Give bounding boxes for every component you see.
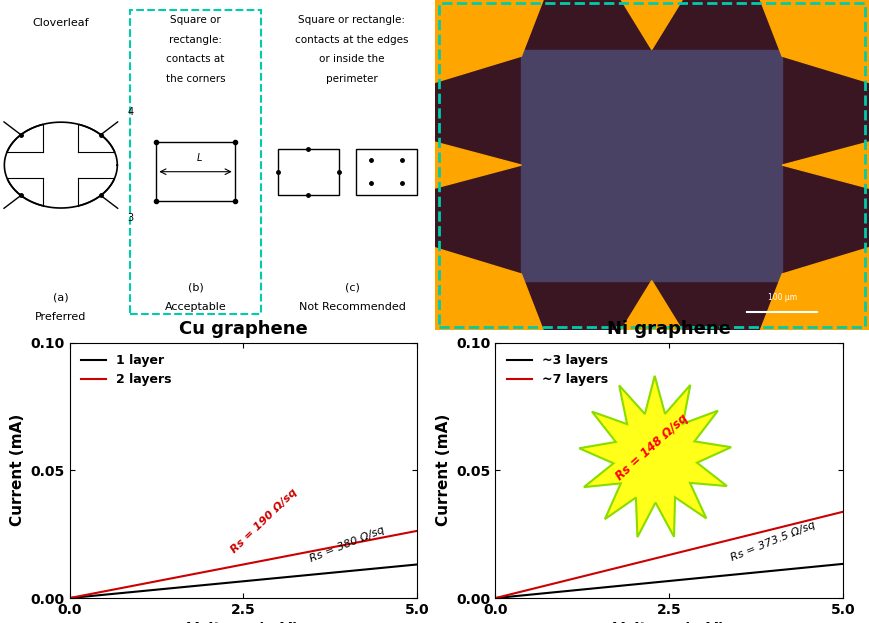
~3 layers (838, 560, 848, 568)
2 layers (85, 590, 96, 597)
Polygon shape (760, 0, 869, 83)
Text: perimeter: perimeter (326, 74, 378, 84)
~7 layers (583, 571, 594, 579)
1 layer (157, 586, 168, 593)
Text: Square or: Square or (170, 15, 221, 25)
1 layer (412, 561, 422, 568)
Text: (c): (c) (344, 282, 360, 292)
Text: (b): (b) (188, 282, 203, 292)
Text: 100 μm: 100 μm (767, 293, 797, 302)
~3 layers (504, 593, 514, 601)
Polygon shape (434, 0, 543, 83)
~3 layers (554, 588, 565, 596)
Text: Square or rectangle:: Square or rectangle: (298, 15, 406, 25)
Line: ~3 layers: ~3 layers (495, 564, 843, 598)
2 layers (129, 582, 139, 589)
~7 layers (820, 512, 831, 520)
Text: or inside the: or inside the (319, 54, 385, 64)
1 layer (85, 592, 96, 600)
~7 layers (838, 508, 848, 515)
~3 layers (820, 562, 831, 569)
~7 layers (808, 515, 819, 523)
Bar (521, 50, 782, 280)
1 layer (382, 564, 393, 571)
Bar (278, 148, 339, 195)
2 layers (382, 533, 393, 540)
2 layers (64, 594, 75, 602)
Line: 1 layer: 1 layer (70, 564, 417, 598)
~7 layers (554, 578, 565, 586)
Text: Rs = 373.5 Ω/sq: Rs = 373.5 Ω/sq (730, 520, 817, 563)
Polygon shape (434, 247, 543, 330)
Polygon shape (782, 142, 869, 188)
Polygon shape (434, 142, 521, 188)
Y-axis label: Current (mA): Current (mA) (435, 414, 451, 526)
Text: Rs = 190 Ω/sq: Rs = 190 Ω/sq (229, 487, 299, 555)
1 layer (395, 563, 405, 570)
2 layers (157, 576, 168, 584)
~7 layers (511, 589, 521, 597)
Text: contacts at the edges: contacts at the edges (295, 35, 408, 45)
~7 layers (504, 591, 514, 598)
Text: Not Recommended: Not Recommended (299, 302, 405, 312)
~3 layers (583, 585, 594, 592)
Polygon shape (621, 280, 682, 330)
Bar (156, 142, 235, 201)
Text: 4: 4 (128, 107, 134, 117)
Text: L: L (197, 153, 202, 163)
Title: Ni graphene: Ni graphene (607, 320, 731, 338)
Text: Cloverleaf: Cloverleaf (32, 18, 90, 28)
1 layer (64, 594, 75, 602)
2 layers (395, 531, 405, 538)
2 layers (412, 527, 422, 535)
Text: Preferred: Preferred (35, 312, 87, 322)
Polygon shape (621, 0, 682, 50)
~3 layers (808, 563, 819, 571)
1 layer (78, 593, 89, 601)
Legend: 1 layer, 2 layers: 1 layer, 2 layers (76, 349, 176, 391)
Polygon shape (760, 247, 869, 330)
Polygon shape (580, 376, 731, 537)
Legend: ~3 layers, ~7 layers: ~3 layers, ~7 layers (501, 349, 613, 391)
1 layer (129, 588, 139, 596)
2 layers (78, 592, 89, 599)
Line: 2 layers: 2 layers (70, 531, 417, 598)
Text: the corners: the corners (166, 74, 225, 84)
Line: ~7 layers: ~7 layers (495, 511, 843, 598)
~7 layers (490, 594, 501, 602)
Text: Rs = 148 Ω/sq: Rs = 148 Ω/sq (614, 412, 690, 483)
Text: Acceptable: Acceptable (164, 302, 227, 312)
~3 layers (511, 592, 521, 600)
Text: (a): (a) (53, 292, 69, 302)
~3 layers (490, 594, 501, 602)
Y-axis label: Current (mA): Current (mA) (10, 414, 25, 526)
Text: rectangle:: rectangle: (169, 35, 222, 45)
Text: contacts at: contacts at (166, 54, 225, 64)
Text: 3: 3 (128, 213, 134, 223)
Text: Rs = 380 Ω/sq: Rs = 380 Ω/sq (308, 525, 387, 564)
Bar (356, 148, 417, 195)
Title: Cu graphene: Cu graphene (179, 320, 308, 338)
